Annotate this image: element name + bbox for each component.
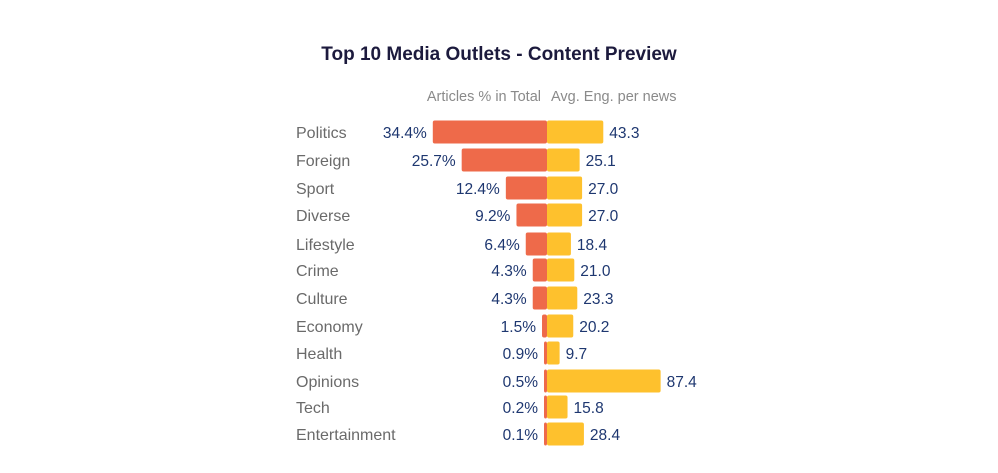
articles-bar <box>532 286 547 310</box>
articles-value-label: 1.5% <box>501 319 537 336</box>
category-label: Diverse <box>296 208 350 225</box>
engagement-bar <box>547 286 578 310</box>
chart-row-tech: Tech 0.2% 15.8 <box>296 395 604 419</box>
articles-value-label: 12.4% <box>456 181 500 198</box>
articles-bar <box>544 395 547 419</box>
engagement-value-label: 9.7 <box>566 346 588 363</box>
articles-bar <box>461 148 547 172</box>
articles-bar <box>532 258 547 282</box>
engagement-value-label: 20.2 <box>579 319 609 336</box>
articles-bar <box>525 232 547 256</box>
engagement-value-label: 87.4 <box>667 374 698 391</box>
articles-bar <box>505 176 547 200</box>
engagement-bar <box>547 341 560 365</box>
engagement-bar <box>547 203 583 227</box>
articles-value-label: 0.2% <box>503 400 539 417</box>
articles-value-label: 25.7% <box>412 153 456 170</box>
engagement-value-label: 25.1 <box>586 153 616 170</box>
chart-row-lifestyle: Lifestyle 6.4% 18.4 <box>296 232 608 256</box>
engagement-value-label: 18.4 <box>577 237 608 254</box>
category-label: Foreign <box>296 153 350 170</box>
chart-row-entertainment: Entertainment 0.1% 28.4 <box>296 422 621 446</box>
articles-bar <box>544 369 547 393</box>
articles-value-label: 0.1% <box>503 427 539 444</box>
right-column-header: Avg. Eng. per news <box>551 89 676 105</box>
chart-row-diverse: Diverse 9.2% 27.0 <box>296 203 619 227</box>
engagement-value-label: 27.0 <box>588 181 619 198</box>
engagement-value-label: 15.8 <box>574 400 604 417</box>
engagement-bar <box>547 176 583 200</box>
articles-value-label: 4.3% <box>491 291 527 308</box>
engagement-bar <box>547 148 580 172</box>
engagement-bar <box>547 258 575 282</box>
category-label: Tech <box>296 400 330 417</box>
chart-title: Top 10 Media Outlets - Content Preview <box>321 44 677 65</box>
engagement-value-label: 21.0 <box>580 263 611 280</box>
chart-row-foreign: Foreign 25.7% 25.1 <box>296 148 616 172</box>
chart-row-sport: Sport 12.4% 27.0 <box>296 176 619 200</box>
chart-row-politics: Politics 34.4% 43.3 <box>296 120 639 144</box>
category-label: Crime <box>296 263 339 280</box>
category-label: Economy <box>296 319 363 336</box>
chart-row-health: Health 0.9% 9.7 <box>296 341 588 365</box>
engagement-value-label: 28.4 <box>590 427 621 444</box>
engagement-bar <box>547 120 604 144</box>
category-label: Politics <box>296 125 347 142</box>
chart-row-culture: Culture 4.3% 23.3 <box>296 286 613 310</box>
articles-bar <box>544 422 547 446</box>
articles-value-label: 0.9% <box>503 346 539 363</box>
engagement-bar <box>547 369 661 393</box>
category-label: Culture <box>296 291 348 308</box>
articles-value-label: 0.5% <box>503 374 539 391</box>
engagement-value-label: 27.0 <box>588 208 619 225</box>
category-label: Health <box>296 346 342 363</box>
articles-bar <box>544 341 547 365</box>
engagement-bar <box>547 422 584 446</box>
chart-row-crime: Crime 4.3% 21.0 <box>296 258 611 282</box>
engagement-bar <box>547 314 574 338</box>
articles-bar <box>432 120 547 144</box>
chart-row-economy: Economy 1.5% 20.2 <box>296 314 609 338</box>
engagement-value-label: 43.3 <box>609 125 639 142</box>
chart-rows: Politics 34.4% 43.3 Foreign 25.7% 25.1 Sport 12… <box>296 120 698 446</box>
articles-bar <box>542 314 547 338</box>
engagement-value-label: 23.3 <box>583 291 613 308</box>
articles-value-label: 9.2% <box>475 208 511 225</box>
engagement-bar <box>547 232 571 256</box>
articles-bar <box>516 203 547 227</box>
category-label: Opinions <box>296 374 359 391</box>
category-label: Entertainment <box>296 427 396 444</box>
category-label: Sport <box>296 181 335 198</box>
articles-value-label: 34.4% <box>383 125 427 142</box>
articles-value-label: 4.3% <box>491 263 527 280</box>
articles-value-label: 6.4% <box>484 237 520 254</box>
chart-row-opinions: Opinions 0.5% 87.4 <box>296 369 698 393</box>
engagement-bar <box>547 395 568 419</box>
category-label: Lifestyle <box>296 237 355 254</box>
left-column-header: Articles % in Total <box>427 89 541 105</box>
